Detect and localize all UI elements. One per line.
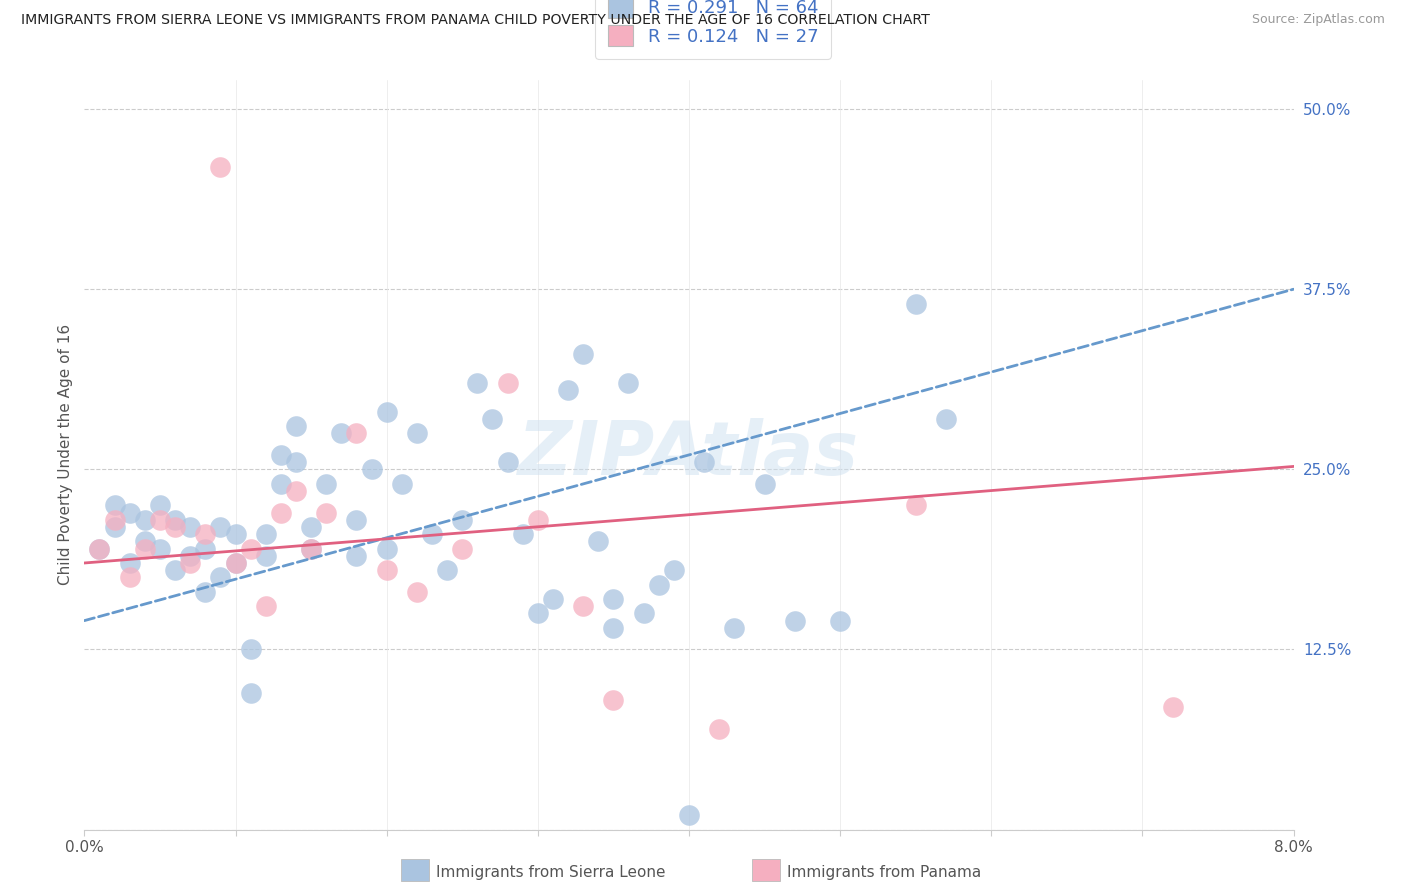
Point — [451, 541, 474, 556]
Point — [270, 506, 292, 520]
Text: ZIPAtlas: ZIPAtlas — [519, 418, 859, 491]
Point — [391, 476, 413, 491]
Point — [299, 520, 322, 534]
Point — [904, 296, 927, 310]
Point — [134, 513, 156, 527]
Legend: R = 0.291   N = 64, R = 0.124   N = 27: R = 0.291 N = 64, R = 0.124 N = 27 — [595, 0, 831, 59]
Point — [270, 448, 292, 462]
Point — [165, 520, 187, 534]
Point — [346, 426, 368, 441]
Point — [481, 412, 503, 426]
Point — [360, 462, 382, 476]
Point — [512, 527, 534, 541]
Y-axis label: Child Poverty Under the Age of 16: Child Poverty Under the Age of 16 — [58, 325, 73, 585]
Point — [209, 570, 232, 584]
Point — [678, 808, 700, 822]
Point — [662, 563, 685, 577]
Point — [783, 614, 806, 628]
Point — [602, 621, 624, 635]
Point — [467, 376, 489, 390]
Point — [149, 541, 172, 556]
Point — [602, 693, 624, 707]
Point — [346, 549, 368, 563]
Point — [254, 549, 277, 563]
Point — [194, 527, 217, 541]
Point — [375, 563, 398, 577]
Point — [179, 556, 201, 570]
Point — [270, 476, 292, 491]
Point — [496, 455, 519, 469]
Point — [104, 520, 127, 534]
Point — [118, 556, 141, 570]
Point — [225, 527, 247, 541]
Point — [588, 534, 610, 549]
Point — [572, 347, 595, 361]
Point — [118, 506, 141, 520]
Point — [299, 541, 322, 556]
Point — [375, 541, 398, 556]
Point — [709, 722, 731, 736]
Point — [285, 483, 308, 498]
Point — [436, 563, 458, 577]
Point — [134, 534, 156, 549]
Text: Source: ZipAtlas.com: Source: ZipAtlas.com — [1251, 13, 1385, 27]
Point — [254, 527, 277, 541]
Point — [633, 607, 655, 621]
Point — [617, 376, 640, 390]
Point — [572, 599, 595, 614]
Point — [89, 541, 111, 556]
Point — [239, 642, 262, 657]
Point — [904, 499, 927, 513]
Point — [149, 513, 172, 527]
Point — [527, 607, 550, 621]
Point — [209, 160, 232, 174]
Point — [420, 527, 443, 541]
Point — [194, 541, 217, 556]
Point — [285, 419, 308, 434]
Point — [451, 513, 474, 527]
Text: Immigrants from Panama: Immigrants from Panama — [787, 865, 981, 880]
Point — [754, 476, 776, 491]
Point — [149, 499, 172, 513]
Point — [406, 584, 429, 599]
Point — [104, 499, 127, 513]
Point — [406, 426, 429, 441]
Point — [179, 549, 201, 563]
Point — [541, 592, 564, 607]
Point — [89, 541, 111, 556]
Point — [315, 476, 337, 491]
Point — [315, 506, 337, 520]
Point — [254, 599, 277, 614]
Point — [165, 563, 187, 577]
Point — [239, 686, 262, 700]
Point — [330, 426, 353, 441]
Point — [527, 513, 550, 527]
Point — [209, 520, 232, 534]
Point — [104, 513, 127, 527]
Point — [648, 577, 671, 591]
Point — [830, 614, 852, 628]
Text: Immigrants from Sierra Leone: Immigrants from Sierra Leone — [436, 865, 665, 880]
Point — [496, 376, 519, 390]
Point — [693, 455, 716, 469]
Point — [375, 405, 398, 419]
Point — [134, 541, 156, 556]
Point — [285, 455, 308, 469]
Point — [225, 556, 247, 570]
Point — [346, 513, 368, 527]
Point — [1161, 700, 1184, 714]
Point — [225, 556, 247, 570]
Point — [239, 541, 262, 556]
Point — [557, 383, 579, 397]
Point — [723, 621, 745, 635]
Point — [194, 584, 217, 599]
Point — [935, 412, 957, 426]
Point — [602, 592, 624, 607]
Point — [118, 570, 141, 584]
Point — [179, 520, 201, 534]
Point — [165, 513, 187, 527]
Point — [299, 541, 322, 556]
Text: IMMIGRANTS FROM SIERRA LEONE VS IMMIGRANTS FROM PANAMA CHILD POVERTY UNDER THE A: IMMIGRANTS FROM SIERRA LEONE VS IMMIGRAN… — [21, 13, 929, 28]
